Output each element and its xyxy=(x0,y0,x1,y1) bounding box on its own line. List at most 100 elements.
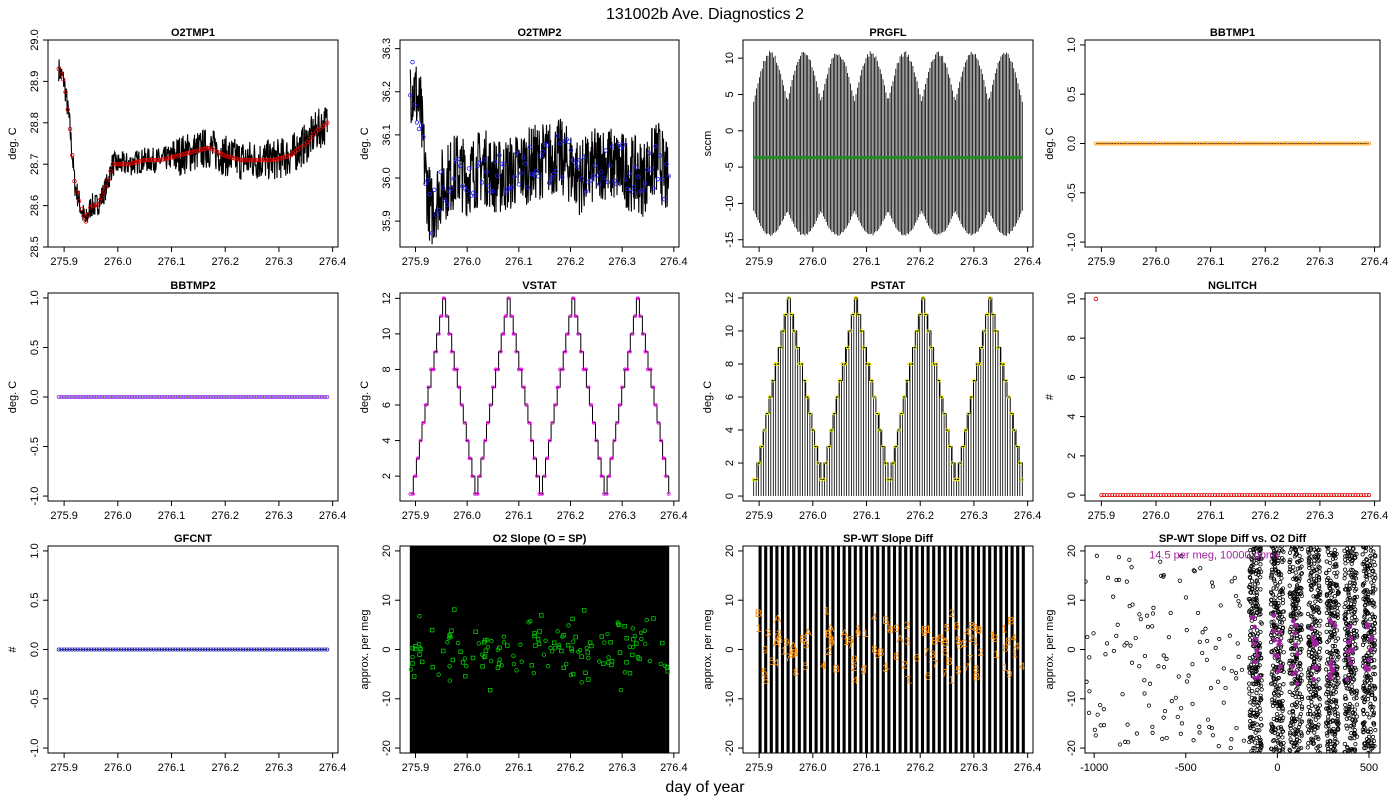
point-label: 2 xyxy=(978,647,984,659)
data-point xyxy=(1251,596,1256,601)
data-point xyxy=(449,628,454,633)
data-point xyxy=(1293,570,1298,575)
plot-frame xyxy=(742,292,1034,502)
data-point xyxy=(630,331,635,336)
data-point xyxy=(1203,626,1208,631)
data-point xyxy=(1118,493,1123,498)
data-point xyxy=(1324,706,1329,711)
highlight-point xyxy=(1328,675,1333,681)
data-point xyxy=(83,219,89,224)
data-point xyxy=(1017,461,1022,465)
data-point xyxy=(1311,594,1316,599)
data-point xyxy=(1258,697,1263,703)
y-tick-label: 0.0 xyxy=(29,389,41,404)
data-point xyxy=(1306,141,1311,146)
data-point xyxy=(536,174,541,179)
data-point xyxy=(276,394,281,399)
data-point xyxy=(260,647,265,652)
data-point xyxy=(1145,624,1151,629)
data-point xyxy=(211,647,216,652)
data-point xyxy=(146,647,151,652)
data-point xyxy=(1317,585,1322,590)
data-point xyxy=(449,186,454,191)
data-point xyxy=(159,394,164,399)
data-point xyxy=(899,411,904,416)
data-point xyxy=(1145,493,1150,498)
data-point xyxy=(1333,599,1338,604)
data-point xyxy=(1317,686,1322,691)
data-point xyxy=(1310,605,1315,610)
data-point xyxy=(1350,704,1355,709)
data-point xyxy=(79,206,84,212)
data-point xyxy=(200,146,206,152)
data-point xyxy=(1276,725,1281,730)
data-point xyxy=(1179,706,1184,711)
data-point xyxy=(1270,697,1275,702)
data-point xyxy=(1314,141,1319,146)
data-point xyxy=(1175,493,1180,498)
plot-frame xyxy=(742,545,1034,754)
data-point xyxy=(484,637,490,642)
data-point xyxy=(1118,141,1123,146)
data-point xyxy=(534,168,539,174)
data-point xyxy=(1255,662,1260,667)
data-point xyxy=(1183,595,1189,600)
data-point xyxy=(1363,610,1368,615)
data-point xyxy=(832,411,837,416)
data-point xyxy=(637,656,642,662)
data-point xyxy=(1316,695,1321,700)
data-point xyxy=(1309,570,1314,575)
data-point xyxy=(1252,700,1257,705)
data-point xyxy=(1328,600,1333,605)
data-point xyxy=(155,157,161,163)
data-point xyxy=(624,660,629,665)
data-point xyxy=(178,647,183,652)
data-point xyxy=(1191,738,1196,743)
data-point xyxy=(1249,738,1254,743)
data-point xyxy=(1275,550,1281,555)
data-point xyxy=(266,157,271,163)
data-point xyxy=(1278,703,1284,708)
data-point xyxy=(1236,599,1241,604)
y-axis-label-o2tmp2: deg. C xyxy=(359,127,371,159)
data-point xyxy=(1197,724,1202,729)
point-label: B xyxy=(755,608,762,620)
data-point xyxy=(1299,730,1304,735)
y-tick-label: -1.0 xyxy=(1066,233,1078,252)
data-point xyxy=(1349,567,1354,572)
data-point xyxy=(1290,652,1295,657)
data-point xyxy=(1291,576,1296,582)
data-point xyxy=(138,394,143,399)
data-point xyxy=(1280,626,1285,631)
data-point xyxy=(573,314,578,319)
data-point xyxy=(460,403,464,407)
data-point xyxy=(317,394,322,399)
data-point xyxy=(246,647,251,652)
data-point xyxy=(1123,739,1128,744)
data-point xyxy=(579,176,585,181)
data-point xyxy=(1335,612,1340,617)
plot-area-o2tmp1 xyxy=(56,59,330,224)
data-point xyxy=(1295,592,1301,597)
data-point xyxy=(1293,552,1298,557)
series-line xyxy=(753,297,1023,480)
data-point xyxy=(1253,571,1259,577)
data-point xyxy=(319,647,324,652)
data-point xyxy=(1298,661,1303,667)
data-point xyxy=(1111,648,1117,654)
plot-frame xyxy=(1084,39,1381,248)
point-label: 1 xyxy=(989,630,995,642)
data-point xyxy=(509,314,513,319)
data-point xyxy=(169,155,174,160)
data-point xyxy=(556,644,562,650)
data-point xyxy=(1269,721,1274,727)
data-point xyxy=(1316,591,1322,596)
data-point xyxy=(1204,493,1209,498)
data-point xyxy=(1150,624,1155,629)
data-point xyxy=(1131,493,1136,498)
data-point xyxy=(298,394,303,399)
data-point xyxy=(295,394,300,399)
data-point xyxy=(1271,561,1277,566)
data-point xyxy=(1178,731,1183,736)
